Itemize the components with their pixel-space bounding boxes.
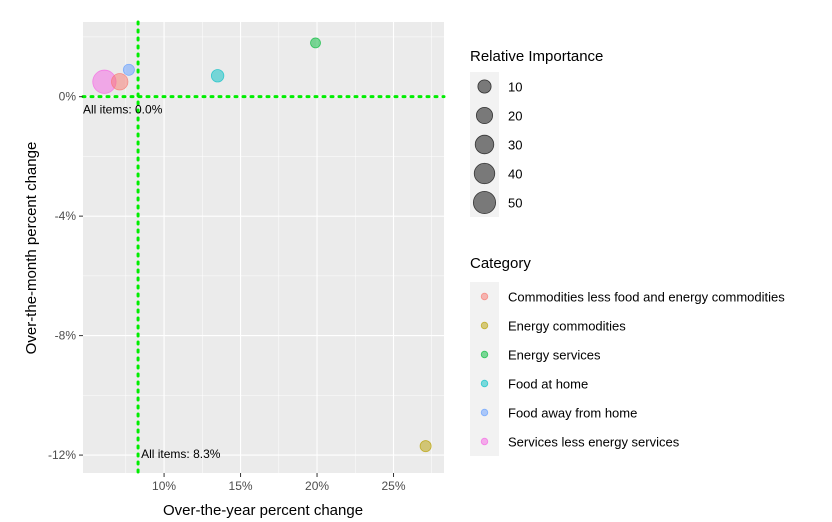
all-items-y-label: All items: 0.0% xyxy=(83,103,163,117)
size-legend-label: 10 xyxy=(508,80,522,95)
size-legend-symbol xyxy=(472,190,497,215)
size-legend-label: 50 xyxy=(508,196,522,211)
color-legend-symbol xyxy=(480,292,489,301)
color-legend-title: Category xyxy=(470,255,531,272)
size-legend-label: 40 xyxy=(508,167,522,182)
color-legend-symbol xyxy=(480,379,489,388)
data-point xyxy=(122,63,135,76)
size-legend-label: 30 xyxy=(508,138,522,153)
color-legend-symbol xyxy=(480,350,489,359)
color-legend-label: Commodities less food and energy commodi… xyxy=(508,290,785,305)
color-legend-symbol xyxy=(480,437,489,446)
y-tick-label: 0% xyxy=(59,90,77,104)
reference-lines xyxy=(81,20,446,475)
size-legend: 10 20 30 40 50 xyxy=(470,72,522,217)
color-legend-label: Services less energy services xyxy=(508,435,680,450)
color-legend-label: Food at home xyxy=(508,377,588,392)
data-point xyxy=(210,69,225,83)
x-tick-label: 20% xyxy=(305,479,329,493)
size-legend-symbol xyxy=(473,162,496,185)
data-point xyxy=(111,73,129,91)
color-legend-label: Energy commodities xyxy=(508,319,626,334)
size-legend-symbol xyxy=(477,79,492,94)
all-items-x-label: All items: 8.3% xyxy=(141,447,221,461)
data-point xyxy=(419,440,432,453)
data-points xyxy=(92,37,432,453)
x-tick-label: 25% xyxy=(382,479,406,493)
y-tick-label: -8% xyxy=(55,329,77,343)
size-legend-symbol xyxy=(474,134,495,155)
color-legend-symbol xyxy=(480,408,489,417)
x-tick-label: 10% xyxy=(152,479,176,493)
y-tick-label: -4% xyxy=(55,209,77,223)
color-legend-label: Energy services xyxy=(508,348,601,363)
x-axis-ticks: 10% 15% 20% 25% xyxy=(152,473,406,493)
x-axis-title: Over-the-year percent change xyxy=(163,502,363,519)
data-point xyxy=(310,37,321,49)
reference-labels: All items: 0.0% All items: 8.3% xyxy=(83,103,221,461)
color-legend-symbol xyxy=(480,321,489,330)
y-axis-ticks: 0% -4% -8% -12% xyxy=(48,90,83,462)
y-axis-title: Over-the-month percent change xyxy=(23,142,40,355)
size-legend-label: 20 xyxy=(508,109,522,124)
size-legend-symbol xyxy=(475,106,494,125)
color-legend: Commodities less food and energy commodi… xyxy=(470,282,785,456)
color-legend-label: Food away from home xyxy=(508,406,637,421)
x-tick-label: 15% xyxy=(229,479,253,493)
size-legend-title: Relative Importance xyxy=(470,48,603,65)
y-tick-label: -12% xyxy=(48,448,76,462)
